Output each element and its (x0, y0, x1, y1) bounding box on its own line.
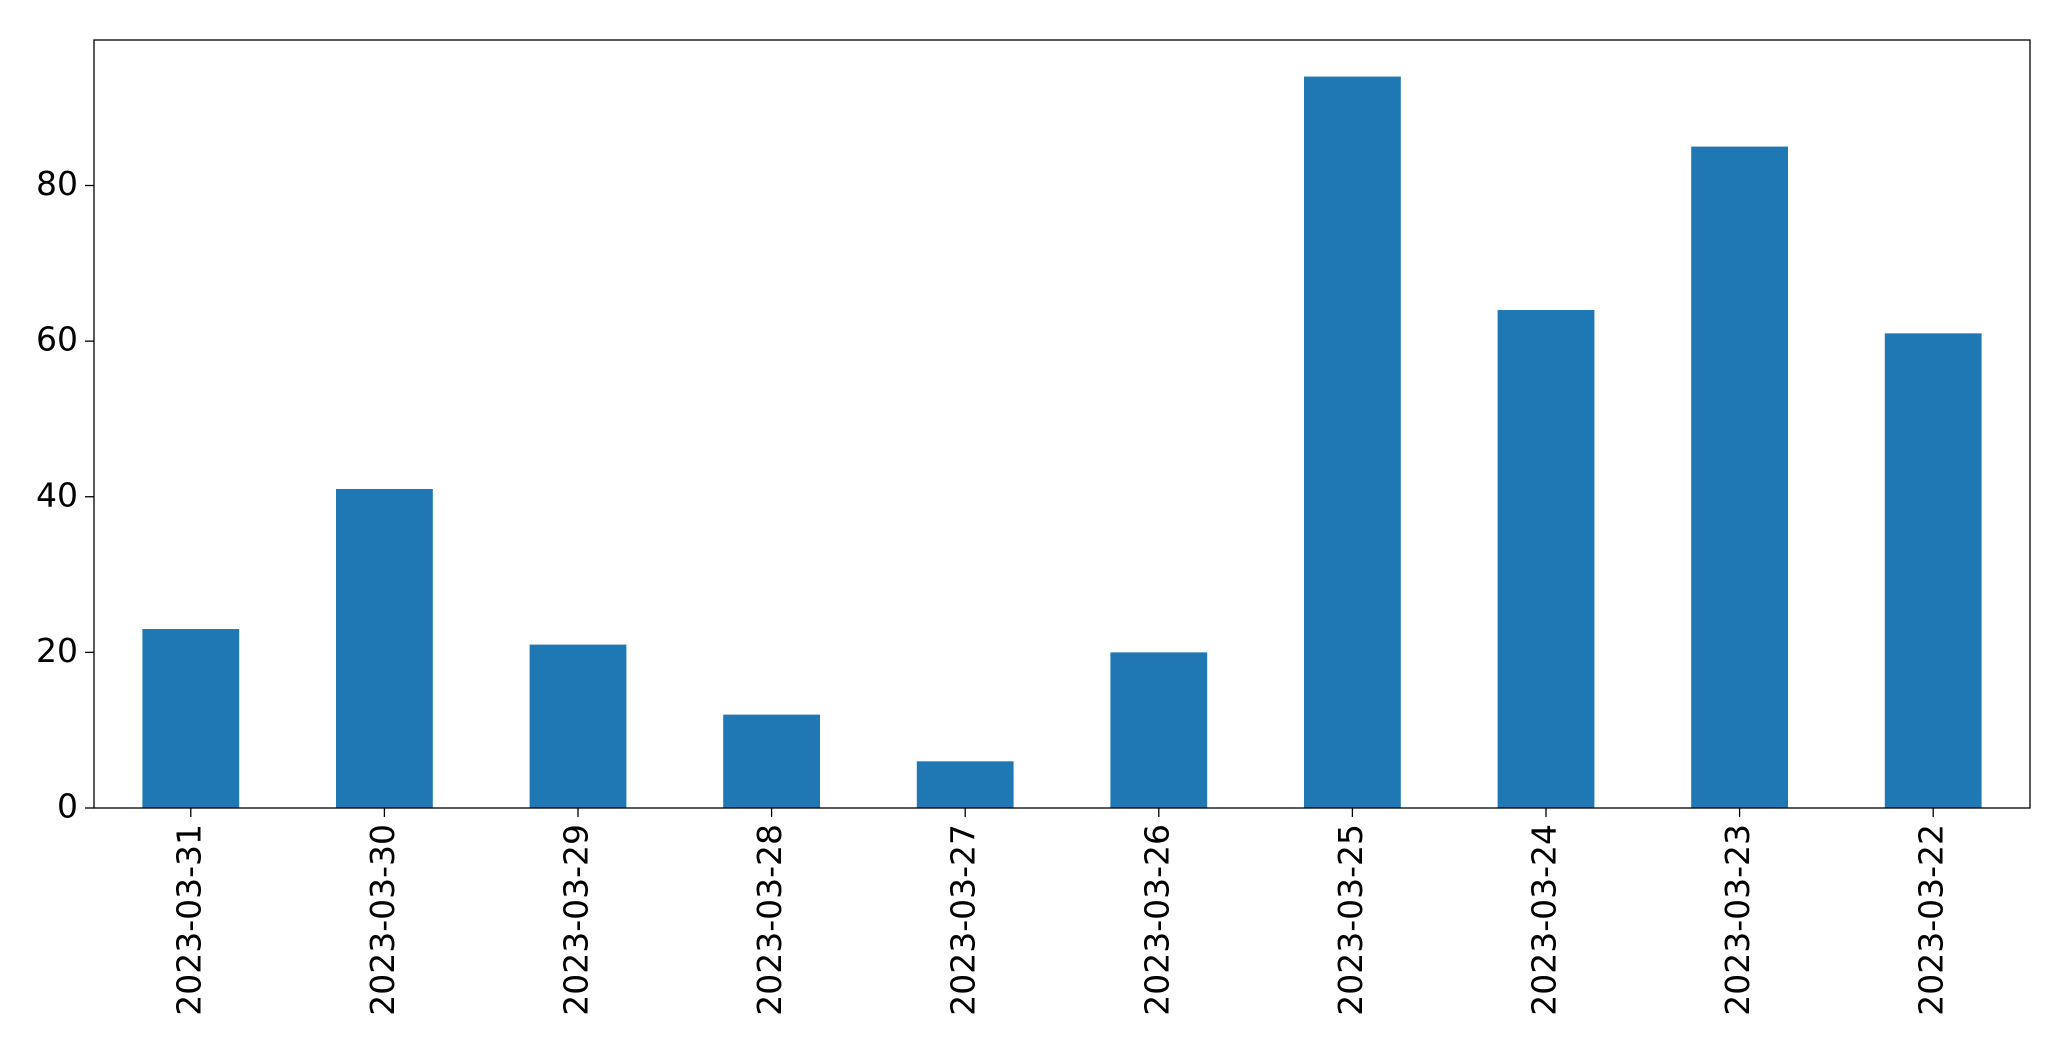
x-tick-label: 2023-03-30 (363, 824, 402, 1016)
x-tick-label: 2023-03-24 (1525, 824, 1564, 1016)
y-tick-label: 80 (36, 164, 78, 203)
x-tick-label: 2023-03-23 (1718, 824, 1757, 1016)
plot-frame (93, 39, 2031, 809)
x-tick-label: 2023-03-26 (1137, 824, 1176, 1016)
x-tick-label: 2023-03-31 (169, 824, 208, 1016)
bar (1884, 333, 1982, 808)
x-tick-label: 2023-03-28 (750, 824, 789, 1016)
bar (1110, 652, 1208, 808)
y-tick-label: 20 (36, 631, 78, 670)
x-tick-label: 2023-03-27 (944, 824, 983, 1016)
bar (723, 714, 820, 808)
bar (1304, 76, 1401, 809)
x-tick-label: 2023-03-22 (1912, 824, 1951, 1016)
x-tick-label: 2023-03-29 (557, 824, 596, 1016)
y-tick-label: 60 (36, 320, 78, 359)
y-tick-label: 40 (36, 475, 78, 514)
bar (1691, 146, 1788, 809)
y-tick-label: 0 (57, 787, 78, 826)
bar (916, 761, 1014, 808)
bar (1497, 310, 1595, 808)
bar (529, 644, 627, 808)
x-tick-label: 2023-03-25 (1331, 824, 1370, 1016)
bar (142, 629, 240, 808)
bar (336, 488, 433, 808)
